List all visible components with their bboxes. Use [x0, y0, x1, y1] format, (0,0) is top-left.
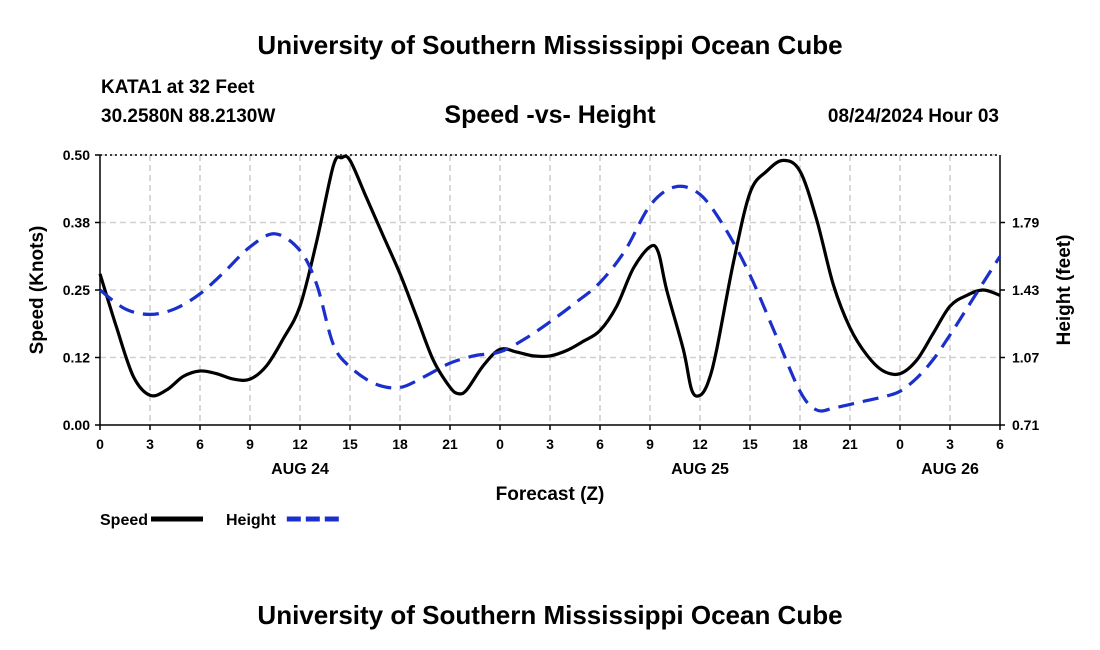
y-right-tick-label: 1.07: [1012, 350, 1039, 366]
x-tick-label: 3: [546, 436, 554, 452]
chart-subtitle: Speed -vs- Height: [444, 101, 656, 129]
y-left-tick-label: 0.25: [63, 282, 90, 298]
station-label: KATA1 at 32 Feet: [101, 77, 255, 98]
y-left-tick-label: 0.12: [63, 350, 90, 366]
x-tick-label: 12: [692, 436, 708, 452]
y-right-tick-label: 1.79: [1012, 215, 1039, 231]
x-tick-label: 15: [742, 436, 758, 452]
date-label: AUG 25: [671, 461, 729, 478]
y-right-axis-label: Height (feet): [1054, 235, 1075, 346]
x-tick-label: 9: [646, 436, 654, 452]
forecast-timestamp: 08/24/2024 Hour 03: [827, 106, 999, 127]
x-tick-label: 12: [292, 436, 308, 452]
y-left-tick-label: 0.38: [63, 215, 90, 231]
x-tick-label: 15: [342, 436, 358, 452]
x-tick-label: 18: [392, 436, 408, 452]
x-tick-label: 18: [792, 436, 808, 452]
series-line-speed: [98, 154, 1001, 398]
y-left-axis-label: Speed (Knots): [27, 226, 48, 355]
x-tick-label: 6: [196, 436, 204, 452]
station-coordinates: 30.2580N 88.2130W: [101, 106, 276, 127]
x-tick-label: 9: [246, 436, 254, 452]
x-tick-label: 0: [896, 436, 904, 452]
y-left-tick-label: 0.00: [63, 417, 90, 433]
y-right-tick-label: 1.43: [1012, 282, 1039, 298]
legend-label-height: Height: [226, 512, 276, 529]
x-tick-label: 3: [946, 436, 954, 452]
series-line-height: [99, 184, 1002, 413]
y-left-tick-label: 0.50: [63, 147, 90, 163]
date-label: AUG 24: [271, 461, 329, 478]
legend-label-speed: Speed: [100, 512, 148, 529]
y-right-tick-label: 0.71: [1012, 417, 1039, 433]
x-tick-label: 3: [146, 436, 154, 452]
x-tick-label: 21: [442, 436, 458, 452]
x-tick-label: 6: [596, 436, 604, 452]
x-axis-label: Forecast (Z): [496, 484, 605, 505]
x-tick-label: 0: [96, 436, 104, 452]
date-label: AUG 26: [921, 461, 979, 478]
footer-title: University of Southern Mississippi Ocean…: [257, 600, 843, 630]
x-tick-label: 0: [496, 436, 504, 452]
x-tick-label: 21: [842, 436, 858, 452]
x-tick-label: 6: [996, 436, 1004, 452]
chart-title: University of Southern Mississippi Ocean…: [257, 30, 843, 60]
